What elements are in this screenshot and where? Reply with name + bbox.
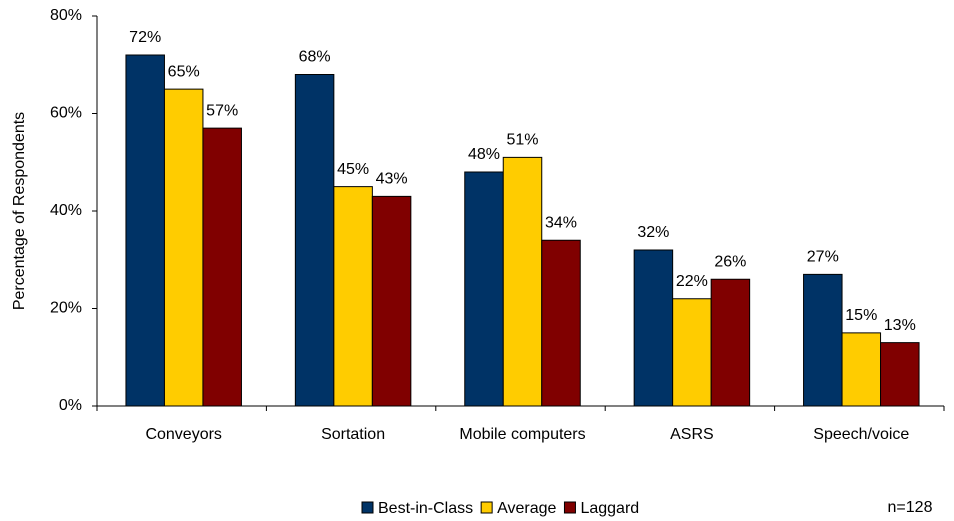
bar (125, 54, 165, 407)
bar (841, 332, 882, 407)
x-tick-label: Speech/voice (813, 426, 909, 443)
bar (803, 273, 843, 407)
x-tick-label: ASRS (670, 426, 714, 443)
bar (672, 298, 712, 407)
bar (502, 156, 543, 407)
data-label: 51% (506, 132, 538, 149)
data-label: 27% (807, 249, 839, 266)
y-tick-label: 0% (59, 397, 82, 414)
bar (633, 249, 674, 407)
x-tick-label: Sortation (321, 426, 385, 443)
y-tick-label: 40% (50, 202, 82, 219)
legend-label: Laggard (580, 500, 639, 517)
data-label: 48% (468, 146, 500, 163)
legend-label: Best-in-Class (378, 500, 473, 517)
data-label: 34% (545, 214, 577, 231)
bar (333, 186, 373, 407)
bar (880, 342, 920, 407)
y-tick-label: 20% (50, 300, 82, 317)
bar (294, 74, 335, 407)
x-tick-label: Mobile computers (459, 426, 585, 443)
legend-label: Average (497, 500, 556, 517)
legend-swatch (563, 501, 576, 514)
bar (163, 88, 204, 407)
data-label: 57% (206, 102, 238, 119)
data-label: 22% (676, 273, 708, 290)
bar (371, 195, 412, 407)
data-label: 68% (299, 49, 331, 66)
data-label: 13% (884, 317, 916, 334)
bar (202, 127, 242, 407)
data-label: 65% (168, 63, 200, 80)
y-tick-label: 60% (50, 105, 82, 122)
data-label: 26% (714, 253, 746, 270)
data-label: 45% (337, 161, 369, 178)
data-label: 32% (637, 224, 669, 241)
data-label: 72% (129, 29, 161, 46)
bar (710, 278, 751, 407)
bar (464, 171, 504, 407)
annotation: n=128 (888, 499, 933, 516)
legend-swatch (480, 501, 493, 514)
legend-swatch (361, 501, 374, 514)
bar (541, 239, 581, 407)
y-tick-label: 80% (50, 7, 82, 24)
data-label: 15% (845, 307, 877, 324)
y-axis-label: Percentage of Respondents (11, 112, 28, 310)
x-tick-label: Conveyors (145, 426, 221, 443)
data-label: 43% (376, 171, 408, 188)
